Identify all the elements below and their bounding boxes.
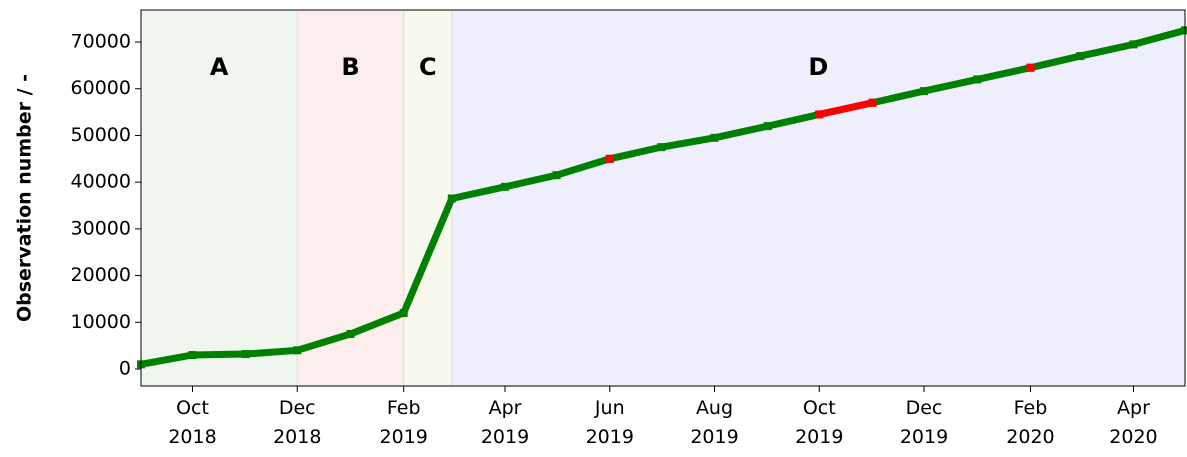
x-tick-label: Apr 2020 [1109,397,1158,448]
point [710,133,719,142]
y-tick-label: 0 [119,357,131,379]
region-label: C [419,53,437,81]
point [346,329,355,338]
point [241,350,250,359]
x-tick-label: Oct 2019 [795,397,844,448]
y-tick-label: 30000 [71,217,131,239]
point [447,194,456,203]
y-axis-label: Observation number / - [14,74,36,322]
point [920,87,928,96]
point [1181,26,1187,35]
point [399,308,408,317]
point [501,182,510,191]
point [763,122,772,131]
point [973,75,982,84]
region [451,9,1186,387]
y-tick-label: 20000 [71,264,131,286]
x-tick-label: Aug 2019 [690,397,739,448]
region-label: D [808,53,828,81]
point [657,143,666,152]
point [815,110,824,119]
point [188,350,197,359]
y-tick-label: 40000 [71,171,131,193]
region [140,9,298,387]
point [605,154,614,163]
x-tick-label: Dec 2019 [899,397,949,448]
x-tick-label: Oct 2018 [168,397,217,448]
x-tick-label: Feb 2019 [379,397,428,448]
region-label: B [341,53,359,81]
point [552,171,561,180]
x-tick-label: Dec 2018 [273,397,322,448]
point [868,98,877,107]
y-tick-label: 70000 [71,31,131,53]
x-tick-label: Apr 2019 [480,397,530,448]
point [293,346,302,355]
y-tick-label: 10000 [71,311,131,333]
plot-frame [140,9,1186,387]
point [1076,52,1085,61]
region-label: A [210,53,229,81]
x-tick-label: Feb 2020 [1006,397,1055,448]
y-tick-label: 50000 [71,124,131,146]
y-tick-label: 60000 [71,77,131,99]
point [1129,40,1138,49]
x-tick-label: Jun 2019 [585,397,634,448]
point [1026,63,1035,72]
